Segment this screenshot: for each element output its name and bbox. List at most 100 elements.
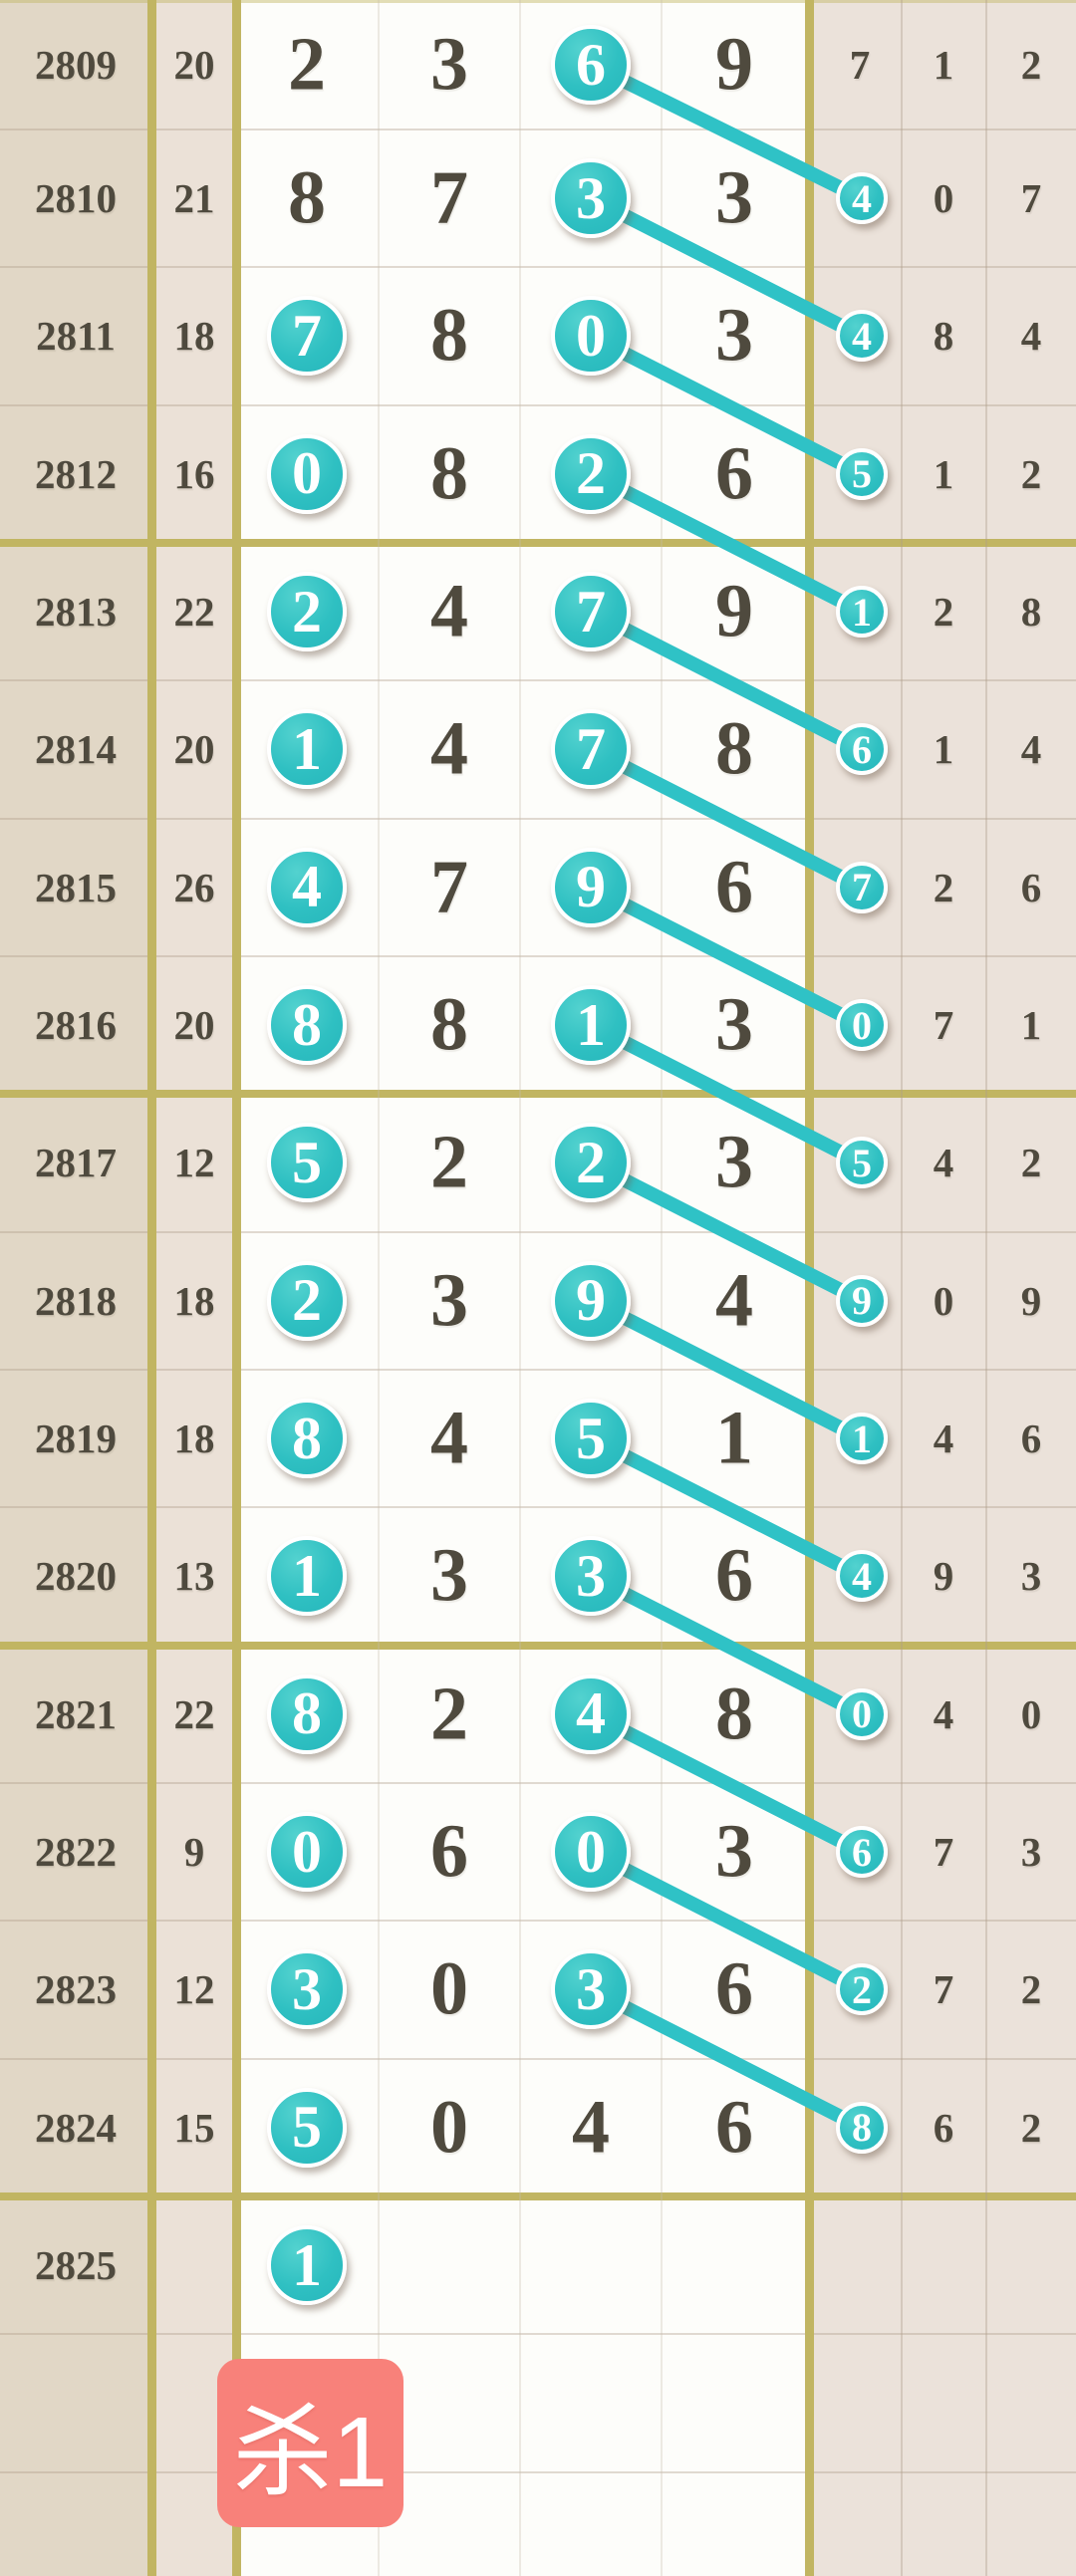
digit-circle: 8	[267, 1399, 347, 1479]
issue-cell: 2825	[35, 2242, 117, 2289]
digit-cell: 4	[430, 1396, 468, 1480]
digit-cell: 2	[288, 22, 326, 107]
tail-circle: 4	[836, 310, 888, 363]
row-divider	[0, 2470, 1076, 2473]
tail-circle: 0	[836, 1687, 888, 1740]
digit-cell: 1	[715, 1396, 753, 1480]
tail-circle: 7	[836, 861, 888, 913]
digit-circle: 0	[267, 1812, 347, 1893]
link-line	[584, 1845, 869, 1997]
issue-cell: 2810	[35, 175, 117, 222]
link-line	[584, 1569, 869, 1721]
digit-cell: 4	[430, 569, 468, 653]
sum-cell: 26	[173, 864, 215, 910]
extra-cell: 2	[933, 864, 954, 910]
issue-cell: 2823	[35, 1966, 117, 2013]
digit-circle: 2	[267, 572, 347, 652]
digit-cell: 9	[715, 569, 753, 653]
top-edge-line	[0, 0, 1076, 3]
column-divider-accent	[232, 0, 241, 2576]
extra-cell: 2	[1020, 450, 1042, 497]
issue-cell: 2822	[35, 1829, 117, 1876]
sum-cell: 18	[173, 1277, 215, 1324]
issue-cell: 2813	[35, 589, 117, 636]
kill-badge-label: 杀1	[232, 2397, 389, 2508]
extra-cell: 0	[933, 175, 954, 222]
extra-cell: 2	[1020, 1140, 1042, 1186]
digit-cell: 0	[430, 1946, 468, 2031]
extra-cell: 7	[933, 1829, 954, 1876]
column-divider	[985, 0, 987, 2576]
digit-circle: 6	[551, 25, 631, 105]
extra-cell: 7	[1020, 175, 1042, 222]
digit-circle: 2	[551, 433, 631, 514]
issue-cell: 2815	[35, 864, 117, 910]
digit-cell: 3	[430, 22, 468, 107]
digit-circle: 7	[267, 296, 347, 377]
extra-cell: 0	[1020, 1690, 1042, 1737]
digit-cell: 8	[430, 431, 468, 516]
row-divider	[0, 266, 1076, 269]
digit-cell: 9	[715, 22, 753, 107]
digit-circle: 9	[551, 1260, 631, 1341]
extra-cell: 7	[933, 1966, 954, 2013]
link-line	[584, 1018, 869, 1170]
sum-cell: 9	[183, 1829, 205, 1876]
digit-cell: 4	[715, 1258, 753, 1343]
issue-cell: 2812	[35, 450, 117, 497]
digit-cell: 6	[715, 2085, 753, 2170]
link-line	[584, 466, 869, 620]
extra-cell: 0	[933, 1277, 954, 1324]
digit-circle: 4	[551, 1674, 631, 1754]
row-divider	[0, 1506, 1076, 1509]
digit-circle: 5	[267, 1123, 347, 1203]
sum-cell: 18	[173, 1416, 215, 1462]
digit-circle: 0	[551, 296, 631, 377]
extra-cell: 2	[1020, 42, 1042, 88]
sum-cell: 12	[173, 1966, 215, 2013]
digit-cell: 8	[430, 982, 468, 1067]
link-line	[584, 1293, 869, 1446]
sum-cell: 20	[173, 42, 215, 88]
tail-circle: 6	[836, 1826, 888, 1879]
digit-circle: 1	[267, 1536, 347, 1617]
digit-circle: 1	[551, 985, 631, 1066]
link-line	[584, 1706, 869, 1860]
issue-cell: 2818	[35, 1277, 117, 1324]
digit-circle: 0	[551, 1812, 631, 1893]
sum-cell: 20	[173, 1002, 215, 1049]
link-line	[584, 742, 869, 895]
digit-circle: 0	[267, 433, 347, 514]
link-line	[584, 1982, 869, 2135]
row-divider	[0, 679, 1076, 682]
digit-cell: 3	[715, 293, 753, 378]
digit-cell: 4	[572, 2085, 610, 2170]
digit-cell: 6	[715, 431, 753, 516]
digit-cell: 2	[430, 1672, 468, 1756]
digit-cell: 3	[715, 982, 753, 1067]
column-divider	[901, 0, 903, 2576]
row-divider	[0, 129, 1076, 130]
digit-cell: 8	[430, 293, 468, 378]
column-divider-accent	[805, 0, 814, 2576]
digit-cell: 8	[715, 1672, 753, 1756]
digit-circle: 7	[551, 709, 631, 790]
link-line	[584, 605, 869, 757]
extra-cell: 3	[1020, 1553, 1042, 1600]
column-divider-accent	[147, 0, 156, 2576]
sum-cell: 22	[173, 589, 215, 636]
link-line	[584, 58, 869, 206]
extra-cell: 4	[1020, 726, 1042, 773]
tail-circle: 6	[836, 723, 888, 776]
issue-cell: 2809	[35, 42, 117, 88]
sum-cell: 20	[173, 726, 215, 773]
row-divider	[0, 2333, 1076, 2336]
row-divider	[0, 1920, 1076, 1923]
link-line	[584, 329, 869, 481]
digit-cell: 3	[430, 1258, 468, 1343]
sum-cell: 15	[173, 2104, 215, 2151]
sum-cell: 16	[173, 450, 215, 497]
kill-badge: 杀1	[217, 2359, 404, 2527]
extra-cell: 1	[933, 726, 954, 773]
